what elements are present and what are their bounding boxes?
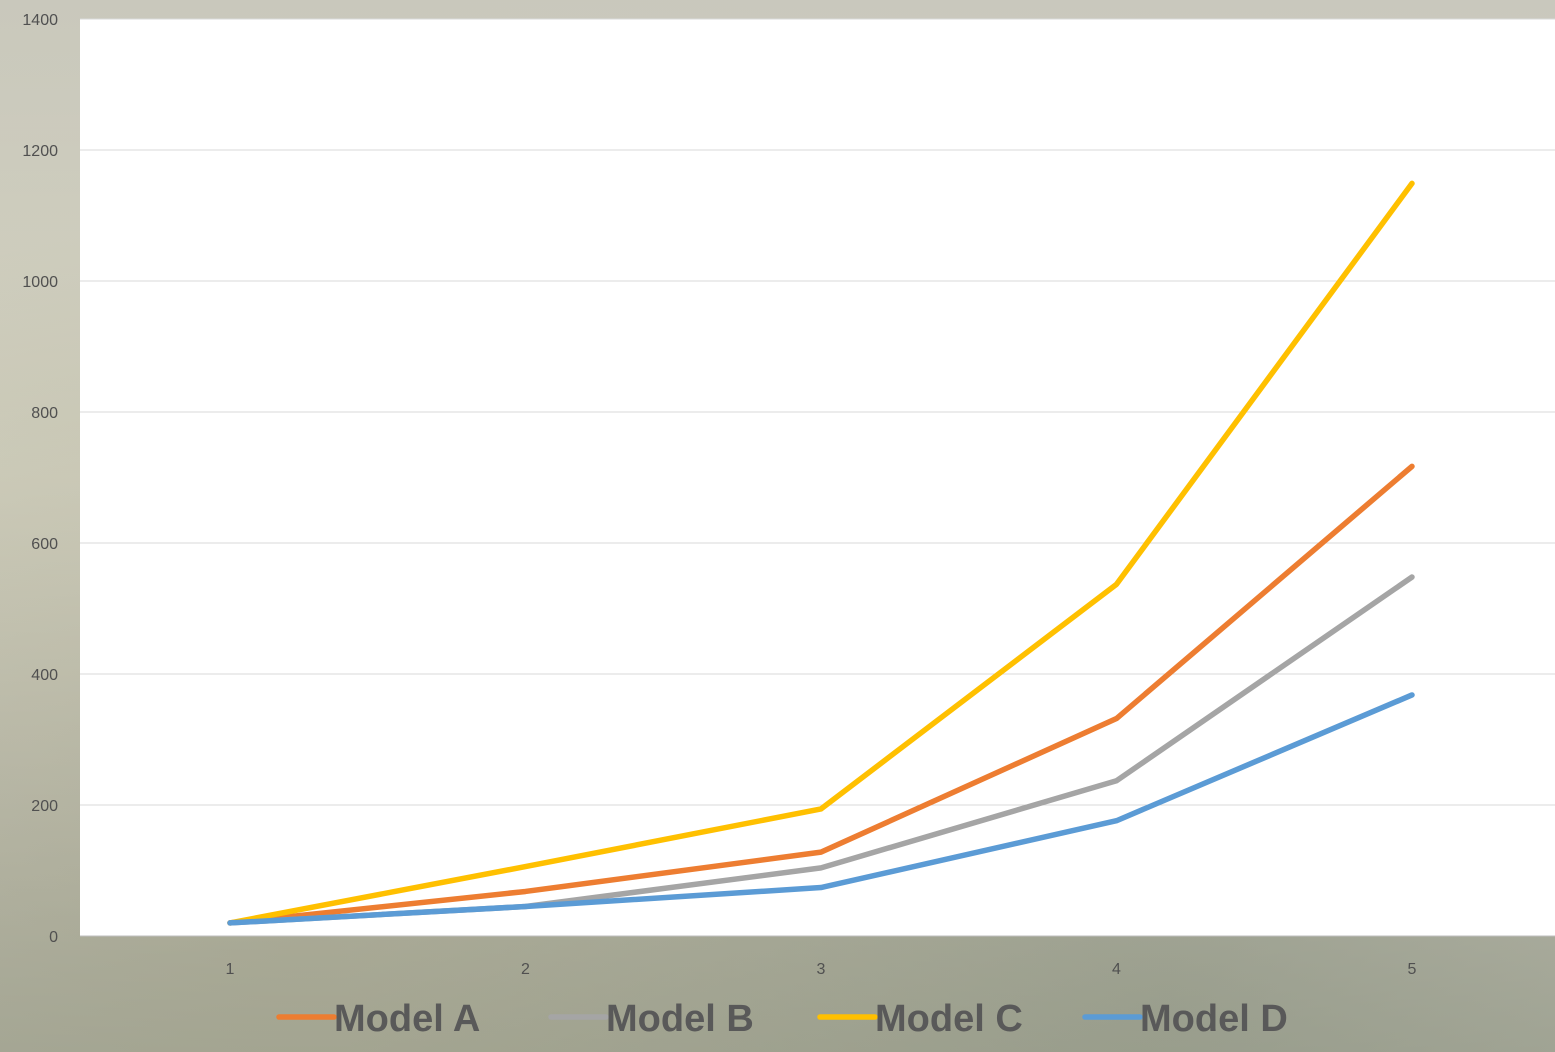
x-tick-label: 3 — [817, 961, 826, 978]
y-axis: 0 200 400 600 800 1000 1200 1400 — [22, 12, 58, 946]
y-tick-label: 1400 — [22, 12, 58, 29]
y-tick-label: 1000 — [22, 274, 58, 291]
x-tick-label: 4 — [1112, 961, 1121, 978]
series-line-model-c — [227, 180, 1415, 926]
gridlines — [80, 18, 1555, 937]
y-tick-label: 1200 — [22, 143, 58, 160]
y-tick-label: 800 — [31, 405, 58, 422]
series-line-model-a — [227, 463, 1415, 926]
x-axis: 1 2 3 4 5 — [226, 961, 1417, 978]
y-tick-label: 400 — [31, 667, 58, 684]
y-tick-label: 200 — [31, 798, 58, 815]
series-lines — [227, 180, 1415, 926]
plot-area-background — [80, 19, 1555, 936]
x-tick-label: 2 — [521, 961, 530, 978]
legend-label: Model D — [1140, 998, 1288, 1040]
x-tick-label: 1 — [226, 961, 235, 978]
series-line-model-d — [227, 692, 1415, 926]
y-tick-label: 600 — [31, 536, 58, 553]
legend: Model A Model B Model C Model D — [276, 998, 1288, 1040]
y-tick-label: 0 — [49, 929, 58, 946]
legend-label: Model A — [334, 998, 480, 1040]
legend-label: Model C — [875, 998, 1023, 1040]
x-tick-label: 5 — [1408, 961, 1417, 978]
legend-label: Model B — [606, 998, 754, 1040]
